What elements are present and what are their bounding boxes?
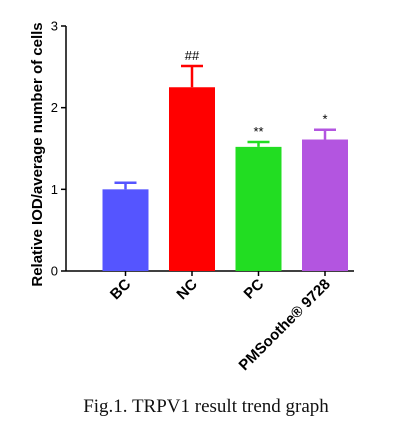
y-axis-label: Relative IOD/average number of cells xyxy=(29,22,46,286)
y-tick-label: 3 xyxy=(51,19,58,34)
significance-label-3: * xyxy=(322,112,327,127)
x-tick-label-1: NC xyxy=(173,276,200,303)
y-tick-label: 0 xyxy=(51,264,58,279)
y-tick-label: 2 xyxy=(51,100,58,115)
bar-chart: 0 1 2 3 Relative IOD/average number of cells… xyxy=(29,19,354,374)
bar-2 xyxy=(235,146,282,271)
bar-1 xyxy=(169,87,215,271)
x-tick-label-2: PC xyxy=(241,276,268,303)
bar-0 xyxy=(102,189,149,271)
y-tick-label: 1 xyxy=(51,182,58,197)
chart-bars xyxy=(102,64,348,271)
bar-3 xyxy=(302,139,348,271)
significance-label-2: ** xyxy=(253,124,263,139)
x-tick-label-0: BC xyxy=(107,276,134,303)
figure-caption: Fig.1. TRPV1 result trend graph xyxy=(83,396,329,417)
significance-label-1: ## xyxy=(185,48,200,63)
